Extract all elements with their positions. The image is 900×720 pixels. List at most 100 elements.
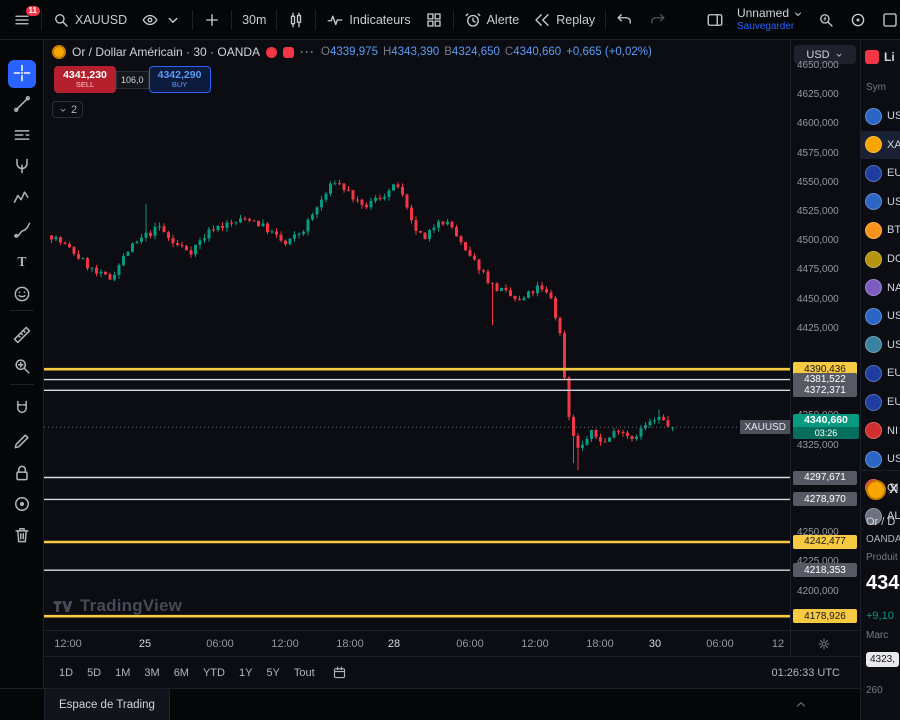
candlestick-chart[interactable] (44, 40, 790, 630)
range-button-1m[interactable]: 1M (108, 662, 137, 684)
watchlist-eye-button[interactable] (134, 5, 189, 35)
tool-trend-line[interactable] (8, 91, 36, 119)
level-price-label[interactable]: 4381,522 (793, 372, 857, 387)
redo-button[interactable] (641, 5, 673, 35)
tool-ruler[interactable] (8, 322, 36, 350)
price-tick: 4575,000 (797, 147, 839, 159)
watchlist-row-ni[interactable]: NI (861, 417, 900, 445)
time-label: 06:00 (706, 638, 734, 650)
range-button-5d[interactable]: 5D (80, 662, 108, 684)
replay-button[interactable]: Replay (526, 5, 602, 35)
tool-lock[interactable] (8, 460, 36, 488)
watchlist-row-eu[interactable]: EU (861, 359, 900, 387)
tool-patterns[interactable] (8, 185, 36, 213)
level-price-label[interactable]: 4278,970 (793, 492, 857, 507)
currency-value: USD (806, 48, 830, 61)
symbol-search-value: XAUUSD (75, 12, 128, 27)
indicators-button[interactable]: Indicateurs (319, 5, 417, 35)
time-axis-settings[interactable] (790, 630, 860, 656)
level-price-label[interactable]: 4178,926 (793, 609, 857, 624)
watchlist-row-us[interactable]: US (861, 102, 900, 130)
sell-button[interactable]: 4341,230 SELL (54, 66, 116, 93)
chart-plot[interactable]: Or / Dollar Américain · 30 · OANDA ··· O… (44, 40, 790, 630)
watchlist-row-us[interactable]: US (861, 331, 900, 359)
fullscreen-button[interactable] (874, 5, 900, 35)
layout-name[interactable]: Unnamed (736, 5, 789, 20)
watchlist-row-al[interactable]: AL (861, 502, 900, 530)
pitchfork-icon (12, 156, 32, 179)
utc-clock[interactable]: 01:26:33 UTC (771, 666, 840, 679)
tool-emoji[interactable] (8, 281, 36, 309)
trading-panel-tab[interactable]: Espace de Trading (44, 689, 170, 720)
object-tree-collapse-button[interactable]: 2 (52, 101, 84, 118)
watchlist-header[interactable]: Li (865, 50, 895, 64)
symbol-title[interactable]: Or / Dollar Américain · 30 · OANDA (72, 45, 261, 59)
separator (41, 9, 42, 30)
chart-style-button[interactable] (280, 5, 312, 35)
save-layout-link[interactable]: Sauvegarder (736, 20, 795, 32)
price-tick: 4325,000 (797, 439, 839, 451)
range-button-1d[interactable]: 1D (52, 662, 80, 684)
watchlist-row-xa[interactable]: XA (861, 130, 900, 159)
tool-hide[interactable] (8, 491, 36, 519)
panel-expand-button[interactable] (794, 698, 808, 712)
symbol-search-button[interactable]: XAUUSD (45, 5, 134, 35)
currency-selector[interactable]: USD (794, 45, 856, 64)
level-price-label[interactable]: 4372,371 (793, 383, 857, 398)
level-price-label[interactable]: 4242,477 (793, 534, 857, 549)
tool-brush[interactable] (8, 217, 36, 245)
grid-icon (425, 11, 443, 29)
layout-panels-button[interactable] (699, 5, 731, 35)
goto-date-button[interactable] (332, 665, 347, 680)
tool-crosshair[interactable] (8, 60, 36, 88)
alert-button[interactable]: Alerte (457, 5, 527, 35)
range-button-tout[interactable]: Tout (287, 662, 322, 684)
range-button-1y[interactable]: 1Y (232, 662, 259, 684)
separator (231, 9, 233, 30)
lock-icon (12, 463, 32, 486)
buy-price: 4342,290 (157, 68, 202, 81)
tool-trash[interactable] (8, 522, 36, 550)
undo-button[interactable] (609, 5, 641, 35)
range-button-6m[interactable]: 6M (167, 662, 196, 684)
tool-text[interactable]: T (8, 249, 36, 277)
layout-save-block[interactable]: Unnamed Sauvegarder (731, 5, 810, 32)
detail-bid-button[interactable]: 4323, (866, 652, 900, 667)
tool-zoom-in[interactable] (8, 353, 36, 381)
time-label: 18:00 (336, 638, 364, 650)
level-price-label[interactable]: 4297,671 (793, 470, 857, 485)
hamburger-menu-icon (13, 11, 31, 29)
buy-button[interactable]: 4342,290 BUY (148, 66, 211, 93)
watchlist-row-eu[interactable]: EU (861, 159, 900, 187)
main-menu-button[interactable]: 11 (6, 5, 40, 35)
compare-add-button[interactable] (196, 5, 228, 35)
watchlist-row-eu[interactable]: EU (861, 388, 900, 416)
price-axis[interactable]: USD 4650,000 4625,000 4600,000 4575,000 4550… (790, 40, 860, 630)
ticker-label: US (887, 310, 900, 323)
watchlist-row-us[interactable]: US (861, 445, 900, 473)
tool-horizontal-lines[interactable] (8, 122, 36, 150)
interval-button[interactable]: 30m (235, 5, 273, 35)
current-price-label[interactable]: 4340,660 03:26 (793, 414, 859, 440)
watchlist-row-bt[interactable]: BT (861, 216, 900, 244)
range-button-ytd[interactable]: YTD (196, 662, 232, 684)
level-price-label[interactable]: 4218,353 (793, 563, 857, 578)
watchlist-row-do[interactable]: DO (861, 245, 900, 273)
watchlist-row-na[interactable]: NA (861, 274, 900, 302)
tool-pencil[interactable] (8, 428, 36, 456)
range-button-5y[interactable]: 5Y (259, 662, 286, 684)
legend-more-button[interactable]: ··· (300, 45, 316, 59)
tool-magnet[interactable] (8, 396, 36, 424)
trend-line-icon (12, 94, 32, 117)
watchlist-row-us[interactable]: US (861, 188, 900, 216)
tool-pitchfork[interactable] (8, 153, 36, 181)
quick-search-button[interactable] (810, 5, 842, 35)
symbol-legend: Or / Dollar Américain · 30 · OANDA ··· O… (52, 45, 652, 59)
settings-button[interactable] (842, 5, 874, 35)
watchlist-row-us[interactable]: US (861, 302, 900, 330)
indicator-templates-button[interactable] (418, 5, 450, 35)
time-axis[interactable]: 12:00 25 06:00 12:00 18:00 28 06:00 12:00 18:00 3… (44, 630, 790, 656)
settings-target-icon (849, 11, 867, 29)
chevron-down-icon (834, 50, 844, 60)
range-button-3m[interactable]: 3M (137, 662, 166, 684)
